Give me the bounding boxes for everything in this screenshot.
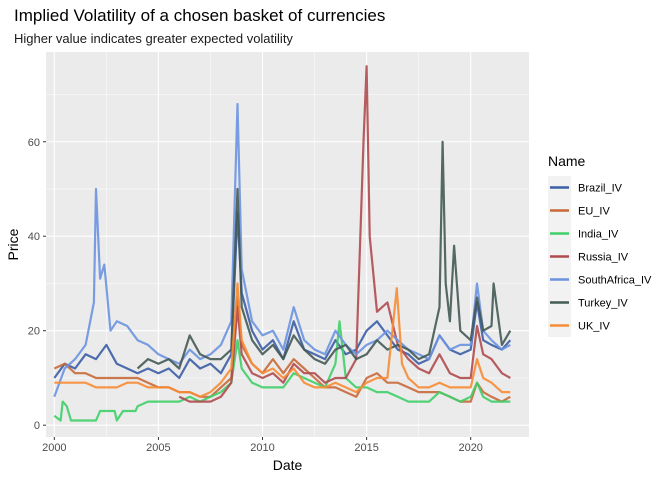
y-tick-label: 40 (28, 231, 40, 243)
x-tick-label: 2005 (146, 442, 170, 454)
legend-label: SouthAfrica_IV (578, 275, 652, 287)
y-tick-label: 0 (34, 420, 40, 432)
legend-label: India_IV (578, 229, 619, 241)
plot-panel (46, 52, 529, 437)
series-line-india-iv (53, 320, 511, 422)
x-tick-label: 2000 (42, 442, 66, 454)
y-tick-label: 60 (28, 137, 40, 149)
y-tick-label: 20 (28, 326, 40, 338)
series-line-uk-iv (54, 282, 511, 398)
axis-ticks: 2000 2005 2010 2015 2020 0 20 40 60 (28, 137, 483, 454)
series-line-turkey-iv (136, 140, 512, 370)
legend-label: Turkey_IV (578, 298, 628, 310)
x-tick-label: 2015 (354, 442, 378, 454)
chart-title: Implied Volatility of a chosen basket of… (14, 6, 385, 25)
legend: Name Brazil_IV EU_IV India_IV Russia_IV Sout… (548, 153, 652, 337)
x-tick-label: 2010 (250, 442, 274, 454)
legend-label: UK_IV (578, 321, 610, 333)
legend-label: Russia_IV (578, 252, 629, 264)
y-axis-title: Price (5, 228, 21, 260)
x-tick-label: 2020 (458, 442, 482, 454)
legend-label: Brazil_IV (578, 183, 623, 195)
legend-label: EU_IV (578, 206, 610, 218)
series-line-southafrica-iv (53, 102, 511, 398)
x-axis-title: Date (273, 457, 303, 473)
legend-title: Name (548, 153, 586, 169)
chart-subtitle: Higher value indicates greater expected … (14, 31, 293, 46)
series-lines (53, 65, 512, 422)
